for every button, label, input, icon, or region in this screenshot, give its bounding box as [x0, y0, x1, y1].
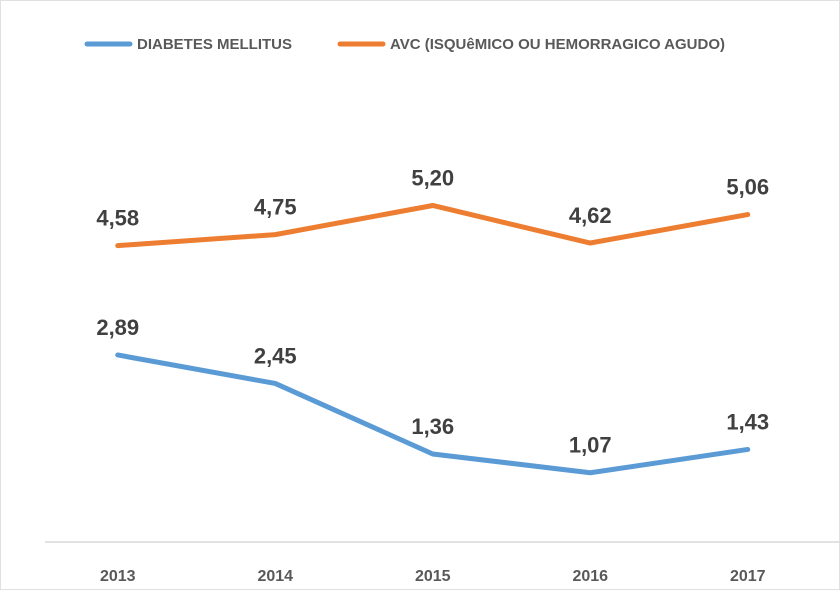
data-label: 1,07 — [569, 433, 612, 458]
x-tick-label: 2013 — [100, 568, 136, 585]
data-label: 1,36 — [411, 414, 454, 439]
data-label: 5,20 — [411, 165, 454, 190]
data-label: 5,06 — [726, 174, 769, 199]
data-label: 2,89 — [96, 315, 139, 340]
series-line — [115, 352, 751, 476]
x-tick-label: 2014 — [257, 568, 293, 585]
x-tick-label: 2016 — [572, 568, 608, 585]
data-label: 2,45 — [254, 343, 297, 368]
series-line — [115, 202, 751, 249]
data-label: 1,43 — [726, 409, 769, 434]
x-tick-label: 2017 — [730, 568, 766, 585]
x-tick-label: 2015 — [415, 568, 451, 585]
data-label: 4,58 — [96, 205, 139, 230]
legend-label: AVC (ISQUêMICO OU HEMORRAGICO AGUDO) — [390, 36, 725, 53]
data-label: 4,62 — [569, 203, 612, 228]
data-label: 4,75 — [254, 194, 297, 219]
legend-label: DIABETES MELLITUS — [137, 36, 292, 53]
